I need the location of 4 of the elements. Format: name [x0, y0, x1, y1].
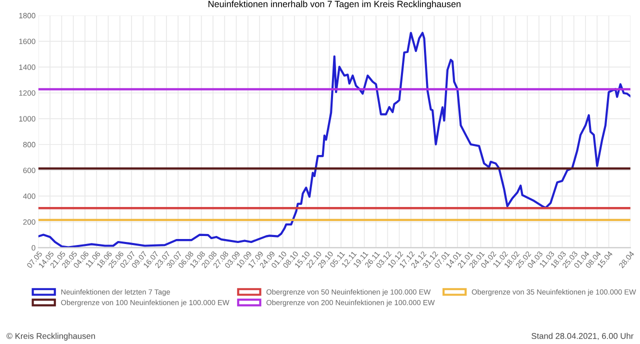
chart-title: Neuinfektionen innerhalb von 7 Tagen im Kreis Recklinghausen — [208, 0, 460, 10]
text: Stand 28.04.2021, 6.00 Uhr — [532, 332, 634, 340]
text: © Kreis Recklinghausen — [6, 332, 95, 341]
line-series — [38, 32, 630, 248]
